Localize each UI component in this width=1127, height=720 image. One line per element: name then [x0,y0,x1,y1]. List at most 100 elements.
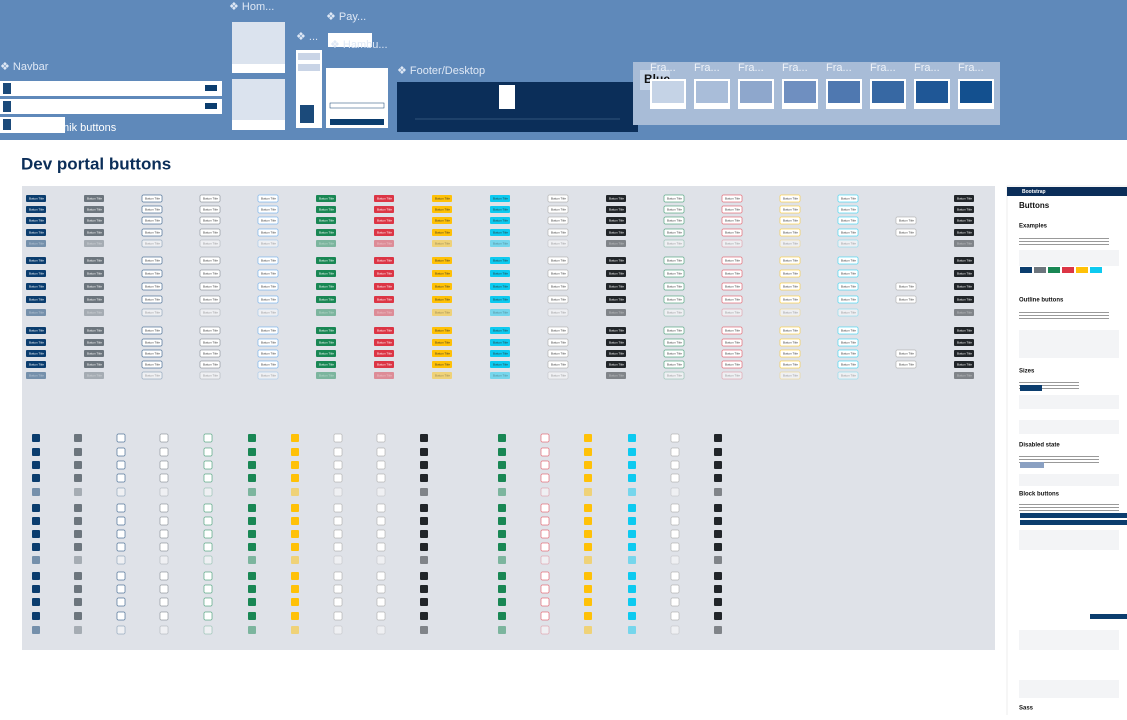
icon-button[interactable] [333,473,343,483]
icon-button[interactable] [584,504,592,512]
button[interactable] [547,216,569,225]
button[interactable] [954,339,974,346]
button[interactable] [779,282,801,291]
icon-button[interactable] [74,434,82,442]
icon-button[interactable] [714,585,722,593]
icon-button[interactable] [333,597,343,607]
icon-button[interactable] [714,598,722,606]
icon-button[interactable] [670,529,680,539]
button[interactable] [26,309,46,316]
icon-button[interactable] [420,517,428,525]
icon-button[interactable] [74,461,82,469]
icon-button[interactable] [420,530,428,538]
button[interactable] [374,372,394,379]
icon-button[interactable] [670,433,680,443]
button[interactable] [432,283,452,290]
button[interactable] [432,217,452,224]
button[interactable] [547,239,569,248]
icon-button[interactable] [584,612,592,620]
button[interactable] [199,371,221,380]
button[interactable] [84,283,104,290]
button[interactable] [721,216,743,225]
icon-button[interactable] [333,529,343,539]
icon-button[interactable] [498,504,506,512]
icon-button[interactable] [159,625,169,635]
icon-button[interactable] [32,556,40,564]
icon-button[interactable] [420,598,428,606]
button[interactable] [374,327,394,334]
icon-button[interactable] [333,460,343,470]
button[interactable] [26,257,46,264]
icon-button[interactable] [159,503,169,513]
button[interactable] [606,229,626,236]
button[interactable] [547,338,569,347]
button[interactable] [606,270,626,277]
icon-button[interactable] [116,433,126,443]
button[interactable] [257,295,279,304]
icon-button[interactable] [116,571,126,581]
icon-button[interactable] [420,556,428,564]
icon-button[interactable] [203,584,213,594]
icon-button[interactable] [116,473,126,483]
button[interactable] [547,349,569,358]
icon-button[interactable] [116,529,126,539]
icon-button[interactable] [670,611,680,621]
button[interactable] [547,194,569,203]
button[interactable] [547,282,569,291]
icon-button[interactable] [333,447,343,457]
icon-button[interactable] [670,487,680,497]
button[interactable] [606,361,626,368]
button[interactable] [199,194,221,203]
icon-button[interactable] [628,612,636,620]
icon-button[interactable] [203,542,213,552]
icon-button[interactable] [159,571,169,581]
button[interactable] [257,282,279,291]
button[interactable] [721,256,743,265]
button[interactable] [490,217,510,224]
button[interactable] [84,240,104,247]
icon-button[interactable] [498,598,506,606]
icon-button[interactable] [116,625,126,635]
icon-button[interactable] [248,572,256,580]
icon-button[interactable] [32,488,40,496]
button[interactable] [199,326,221,335]
button[interactable] [84,257,104,264]
button[interactable] [663,371,685,380]
button[interactable] [606,327,626,334]
icon-button[interactable] [584,556,592,564]
icon-button[interactable] [628,598,636,606]
button[interactable] [316,229,336,236]
icon-button[interactable] [248,556,256,564]
button[interactable] [316,257,336,264]
icon-button[interactable] [376,529,386,539]
icon-button[interactable] [333,625,343,635]
icon-button[interactable] [248,530,256,538]
button[interactable] [432,309,452,316]
icon-button[interactable] [333,555,343,565]
icon-button[interactable] [32,612,40,620]
button[interactable] [547,295,569,304]
button[interactable] [257,360,279,369]
button[interactable] [490,283,510,290]
button[interactable] [84,309,104,316]
button[interactable] [779,349,801,358]
icon-button[interactable] [540,597,550,607]
icon-button[interactable] [420,434,428,442]
button[interactable] [721,338,743,347]
icon-button[interactable] [333,542,343,552]
button[interactable] [141,338,163,347]
icon-button[interactable] [670,625,680,635]
button[interactable] [199,308,221,317]
button[interactable] [663,205,685,214]
icon-button[interactable] [203,625,213,635]
button[interactable] [606,372,626,379]
button[interactable] [374,283,394,290]
button[interactable] [895,282,917,291]
icon-button[interactable] [498,517,506,525]
icon-button[interactable] [714,504,722,512]
button[interactable] [257,216,279,225]
icon-button[interactable] [248,598,256,606]
icon-button[interactable] [584,626,592,634]
button[interactable] [26,206,46,213]
button[interactable] [374,229,394,236]
